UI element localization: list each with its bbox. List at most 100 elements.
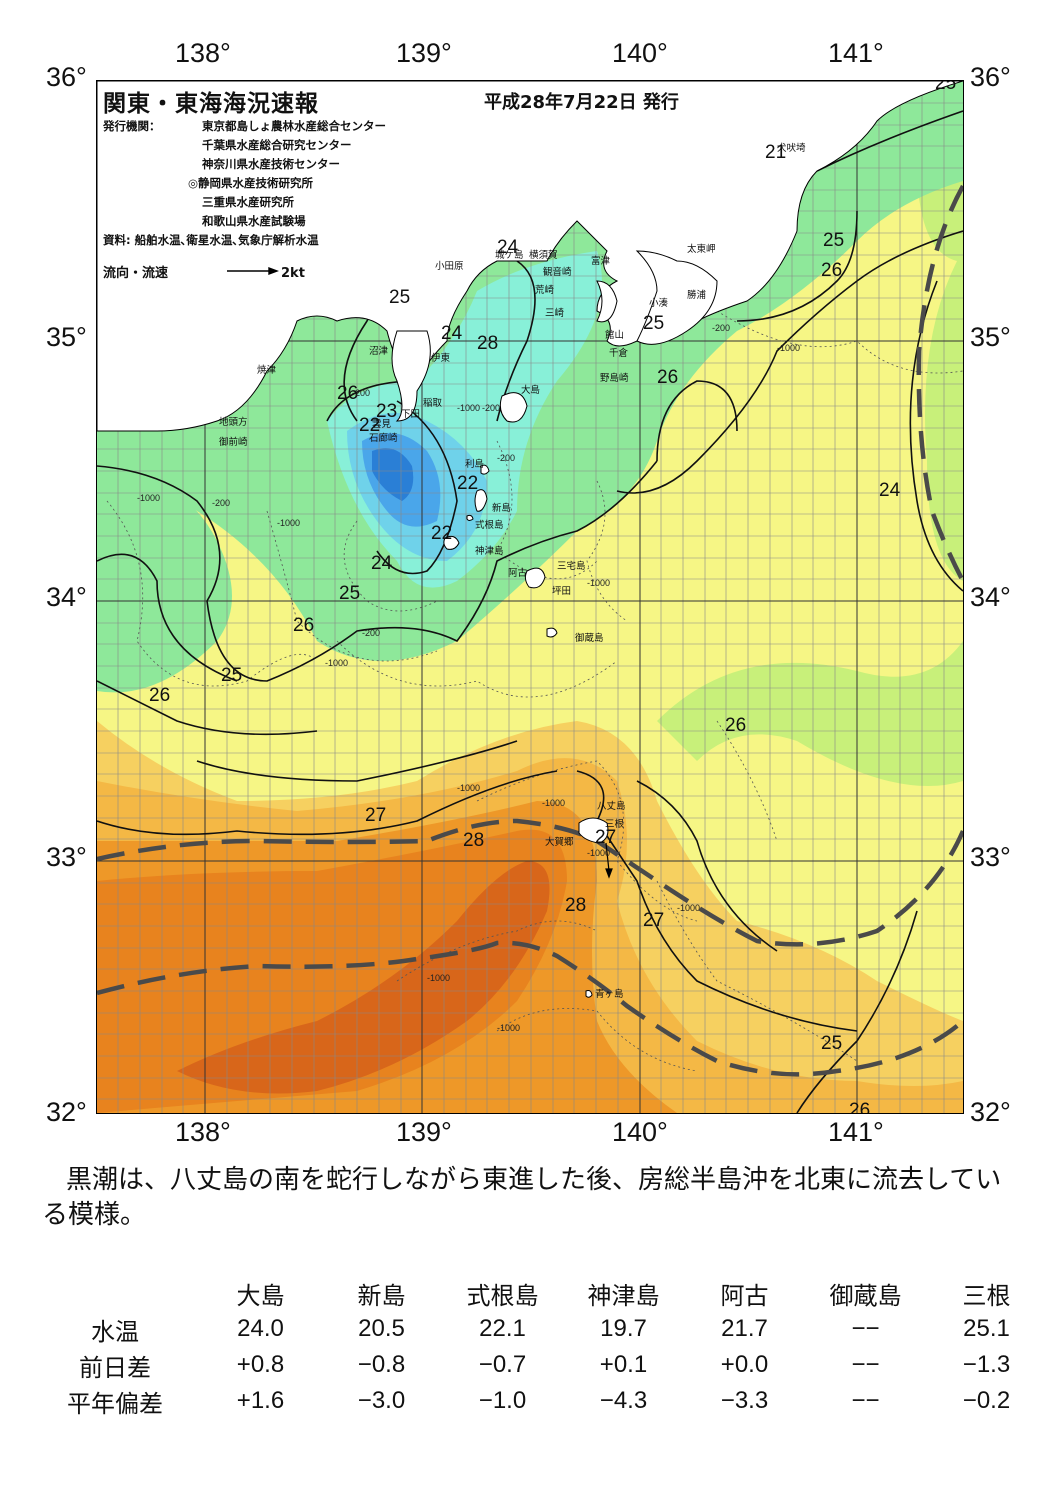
isotherm-label: 26 bbox=[149, 685, 170, 706]
place-nojimazaki: 野島崎 bbox=[600, 372, 629, 384]
stat-cell: −− bbox=[851, 1387, 880, 1414]
depth-label: -1000 bbox=[777, 343, 800, 353]
stat-cell: 24.0 bbox=[237, 1315, 284, 1342]
sea-temperature-map: 25 24 24 25 23 22 22 22 24 25 26 25 26 2… bbox=[96, 80, 964, 1114]
lat-label-36-right: 36° bbox=[970, 62, 1011, 92]
isotherm-label: 26 bbox=[725, 715, 746, 736]
depth-label: -1000 bbox=[542, 798, 565, 808]
stat-cell: +1.6 bbox=[236, 1387, 285, 1414]
isotherm-label: 26 bbox=[293, 615, 314, 636]
land-mikurajima bbox=[546, 627, 558, 638]
isotherm-label: 22 bbox=[359, 415, 380, 436]
isotherm-label: 25 bbox=[389, 287, 410, 308]
place-chikura: 千倉 bbox=[609, 347, 629, 359]
lon-label-140-top: 140° bbox=[612, 38, 668, 68]
lat-label-34-left: 34° bbox=[46, 582, 87, 612]
isotherm-label: 24 bbox=[879, 480, 901, 501]
place-oshima: 大島 bbox=[521, 384, 540, 396]
lon-label-139-bottom: 139° bbox=[396, 1117, 452, 1147]
issue-date: 平成28年7月22日 発行 bbox=[484, 92, 679, 113]
depth-label: -1000 bbox=[137, 493, 160, 503]
depth-label: -200 bbox=[352, 388, 370, 398]
depth-label: -1000 bbox=[325, 658, 348, 668]
lon-label-139-top: 139° bbox=[396, 38, 452, 68]
land-aogashima bbox=[585, 990, 593, 998]
stat-cell: −0.8 bbox=[357, 1351, 406, 1378]
isotherm-label: 24 bbox=[497, 237, 519, 258]
zone-26-green-east bbox=[657, 641, 963, 786]
stats-row-temperature: 水温 24.0 20.5 22.1 19.7 21.7 −− 25.1 bbox=[30, 1311, 1047, 1347]
stat-cell: 19.7 bbox=[600, 1315, 647, 1342]
place-shimoda: 下田 bbox=[401, 409, 420, 420]
stats-row-daily-diff: 前日差 +0.8 −0.8 −0.7 +0.1 +0.0 −− −1.3 bbox=[30, 1347, 1047, 1383]
lat-label-35-left: 35° bbox=[46, 322, 87, 352]
stat-cell: −1.3 bbox=[962, 1351, 1011, 1378]
place-mitsune: 三根 bbox=[605, 818, 625, 830]
isotherm-label: 24 bbox=[371, 553, 393, 574]
flow-arrow bbox=[605, 842, 613, 879]
stats-row-anomaly: 平年偏差 +1.6 −3.0 −1.0 −4.3 −3.3 −− −0.2 bbox=[30, 1383, 1047, 1419]
isotherm-label: 26 bbox=[821, 260, 842, 281]
isotherm-label: 25 bbox=[221, 665, 242, 686]
stat-cell: −− bbox=[851, 1315, 880, 1342]
station-stats-table: 大島 新島 式根島 神津島 阿古 御蔵島 三根 水温 24.0 20.5 22.… bbox=[30, 1275, 1047, 1419]
place-misaki: 三崎 bbox=[545, 307, 565, 319]
isotherm-label: 24 bbox=[441, 323, 463, 344]
lon-label-140-bottom: 140° bbox=[612, 1117, 668, 1147]
land-miyakejima bbox=[524, 567, 546, 589]
depth-label: -1000 bbox=[427, 973, 450, 983]
place-irozaki: 石廊崎 bbox=[369, 432, 398, 444]
stat-cell: 22.1 bbox=[479, 1315, 526, 1342]
place-jitogata: 地頭方 bbox=[219, 416, 248, 428]
isotherm-label: 25 bbox=[935, 81, 956, 94]
lat-label-32-right: 32° bbox=[970, 1097, 1011, 1127]
lat-label-32-left: 32° bbox=[46, 1097, 87, 1127]
isotherm-label: 22 bbox=[457, 473, 478, 494]
stat-cell: −3.3 bbox=[720, 1387, 769, 1414]
stat-cell: −0.2 bbox=[962, 1387, 1011, 1414]
place-jogashima: 城ケ島 bbox=[495, 249, 524, 261]
place-yokosuka: 横須賀 bbox=[529, 249, 558, 261]
place-niijima: 新島 bbox=[492, 502, 511, 514]
isotherm-lines bbox=[97, 110, 963, 1113]
place-mikurajima: 御蔵島 bbox=[575, 632, 604, 644]
place-kannonzaki: 観音崎 bbox=[543, 266, 572, 278]
flow-legend-arrow bbox=[227, 266, 279, 276]
kuroshio-axis bbox=[97, 184, 963, 1077]
isotherm-label: 28 bbox=[463, 830, 484, 851]
publisher-1: 東京都島しょ農林水産総合センター bbox=[202, 119, 386, 133]
place-katsuura: 勝浦 bbox=[687, 289, 707, 301]
station-header: 三根 bbox=[962, 1282, 1011, 1310]
isotherm-label: 26 bbox=[657, 367, 678, 388]
isotherm-label: 23 bbox=[376, 401, 397, 422]
flow-legend-label: 流向・流速 bbox=[103, 266, 169, 281]
row-label: 平年偏差 bbox=[67, 1390, 163, 1418]
place-mikomoto: 雲見 bbox=[372, 419, 392, 430]
isotherm-label-group: 25 24 24 25 23 22 22 22 24 25 26 25 26 2… bbox=[149, 81, 956, 1113]
publisher-label: 発行機関： bbox=[103, 119, 161, 133]
isotherm-label: 21 bbox=[765, 142, 786, 163]
stat-cell: −− bbox=[851, 1351, 880, 1378]
land-kozushima bbox=[443, 535, 460, 550]
lat-label-34-right: 34° bbox=[970, 582, 1011, 612]
station-header: 式根島 bbox=[466, 1282, 539, 1310]
stat-cell: −1.0 bbox=[478, 1387, 527, 1414]
isotherm-label: 28 bbox=[477, 333, 498, 354]
land-miura bbox=[596, 280, 618, 323]
station-header: 神津島 bbox=[587, 1282, 660, 1310]
depth-label: -1000 bbox=[587, 578, 610, 588]
stats-corner bbox=[30, 1275, 200, 1311]
depth-label: -1000 bbox=[277, 518, 300, 528]
place-odawara: 小田原 bbox=[435, 261, 464, 272]
place-aogashima: 青ヶ島 bbox=[595, 988, 624, 1000]
row-label: 水温 bbox=[91, 1318, 139, 1346]
lon-label-141-top: 141° bbox=[828, 38, 884, 68]
isotherm-label: 25 bbox=[643, 313, 664, 334]
publisher-2: 千葉県水産総合研究センター bbox=[202, 138, 352, 152]
place-omaezaki: 御前崎 bbox=[219, 436, 248, 448]
summary-text: 黒潮は、八丈島の南を蛇行しながら東進した後、房総半島沖を北東に流去している模様。 bbox=[42, 1165, 1002, 1230]
station-header: 御蔵島 bbox=[829, 1282, 902, 1310]
land-niijima bbox=[474, 489, 488, 512]
depth-label: -1000 bbox=[587, 848, 610, 858]
publisher-3: 神奈川県水産技術センター bbox=[202, 157, 340, 171]
